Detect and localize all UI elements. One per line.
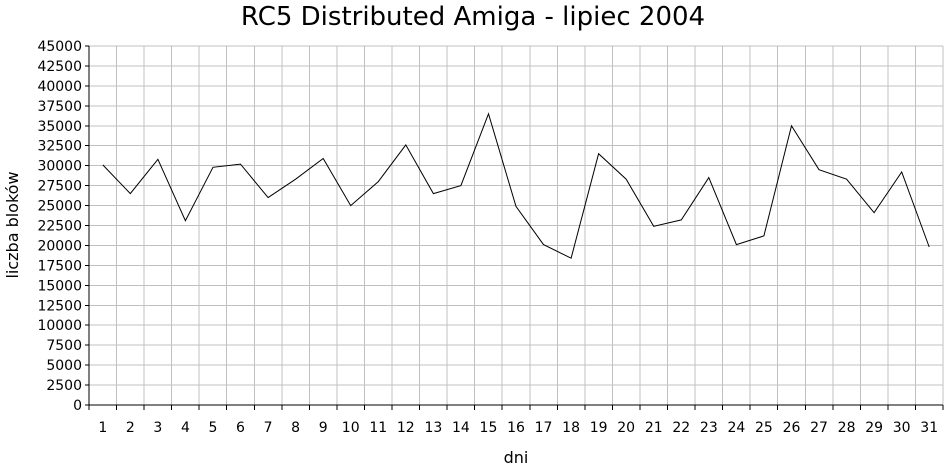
data-point xyxy=(404,143,407,146)
y-tick-label: 12500 xyxy=(37,298,82,314)
y-tick-label: 2500 xyxy=(46,378,82,394)
data-point xyxy=(184,219,187,222)
y-tick-label: 40000 xyxy=(37,79,82,95)
x-tick-label: 2 xyxy=(126,420,135,436)
x-tick-label: 26 xyxy=(783,420,801,436)
data-point xyxy=(322,157,325,160)
data-point xyxy=(239,163,242,166)
x-tick-label: 18 xyxy=(562,420,580,436)
chart-title: RC5 Distributed Amiga - lipiec 2004 xyxy=(240,2,706,32)
data-point xyxy=(459,184,462,187)
y-tick-label: 30000 xyxy=(37,159,82,175)
x-tick-label: 6 xyxy=(236,420,245,436)
y-tick-label: 37500 xyxy=(37,99,82,115)
series xyxy=(101,112,931,260)
x-tick-label: 20 xyxy=(617,420,635,436)
data-point xyxy=(570,257,573,260)
data-point xyxy=(900,171,903,174)
data-point xyxy=(790,124,793,127)
x-tick-label: 12 xyxy=(397,420,415,436)
y-tick-label: 0 xyxy=(73,398,82,414)
data-point xyxy=(597,152,600,155)
data-point xyxy=(129,192,132,195)
x-axis-title: dni xyxy=(504,448,529,466)
data-point xyxy=(515,205,518,208)
y-tick-label: 17500 xyxy=(37,258,82,274)
y-axis-title: liczba bloków xyxy=(3,171,22,278)
y-tick-label: 32500 xyxy=(37,139,82,155)
data-line xyxy=(102,112,930,259)
y-tick-label: 27500 xyxy=(37,179,82,195)
x-tick-label: 7 xyxy=(264,420,273,436)
x-tick-label: 28 xyxy=(838,420,856,436)
x-tick-label: 10 xyxy=(342,420,360,436)
y-tick-label: 7500 xyxy=(46,338,82,354)
y-tick-label: 10000 xyxy=(37,318,82,334)
data-point xyxy=(762,234,765,237)
y-tick-label: 45000 xyxy=(37,39,82,55)
x-tick-label: 14 xyxy=(452,420,470,436)
y-tick-label: 35000 xyxy=(37,119,82,135)
x-tick-label: 13 xyxy=(424,420,442,436)
data-point xyxy=(294,178,297,181)
data-point xyxy=(487,112,490,115)
y-tick-label: 15000 xyxy=(37,278,82,294)
data-point xyxy=(432,192,435,195)
x-tick-label: 19 xyxy=(590,420,608,436)
y-tick-label: 42500 xyxy=(37,59,82,75)
x-tick-label: 5 xyxy=(209,420,218,436)
x-tick-label: 30 xyxy=(893,420,911,436)
data-point xyxy=(928,246,931,249)
grid xyxy=(89,45,944,405)
x-tick-label: 27 xyxy=(810,420,828,436)
data-point xyxy=(542,243,545,246)
data-point xyxy=(818,168,821,171)
data-point xyxy=(735,243,738,246)
x-tick-label: 17 xyxy=(535,420,553,436)
data-point xyxy=(680,218,683,221)
x-tick-label: 29 xyxy=(865,420,883,436)
y-tick-label: 25000 xyxy=(37,199,82,215)
data-point xyxy=(211,166,214,169)
x-tick-label: 23 xyxy=(700,420,718,436)
x-tick-label: 4 xyxy=(181,420,190,436)
data-point xyxy=(156,158,159,161)
data-point xyxy=(873,211,876,214)
x-tick-label: 11 xyxy=(369,420,387,436)
data-point xyxy=(845,178,848,181)
data-point xyxy=(101,163,104,166)
x-tick-label: 3 xyxy=(153,420,162,436)
data-point xyxy=(707,176,710,179)
data-point xyxy=(625,178,628,181)
x-tick-label: 25 xyxy=(755,420,773,436)
y-tick-label: 20000 xyxy=(37,238,82,254)
x-tick-label: 15 xyxy=(480,420,498,436)
axes: 0250050007500100001250015000175002000022… xyxy=(37,39,944,436)
x-tick-label: 31 xyxy=(920,420,938,436)
data-point xyxy=(377,180,380,183)
x-tick-label: 1 xyxy=(98,420,107,436)
data-point xyxy=(267,196,270,199)
x-tick-label: 24 xyxy=(727,420,745,436)
x-tick-label: 22 xyxy=(672,420,690,436)
x-tick-label: 8 xyxy=(291,420,300,436)
x-tick-label: 9 xyxy=(319,420,328,436)
y-tick-label: 22500 xyxy=(37,219,82,235)
data-point xyxy=(652,225,655,228)
x-tick-label: 16 xyxy=(507,420,525,436)
x-tick-label: 21 xyxy=(645,420,663,436)
y-tick-label: 5000 xyxy=(46,358,82,374)
data-point xyxy=(349,204,352,207)
